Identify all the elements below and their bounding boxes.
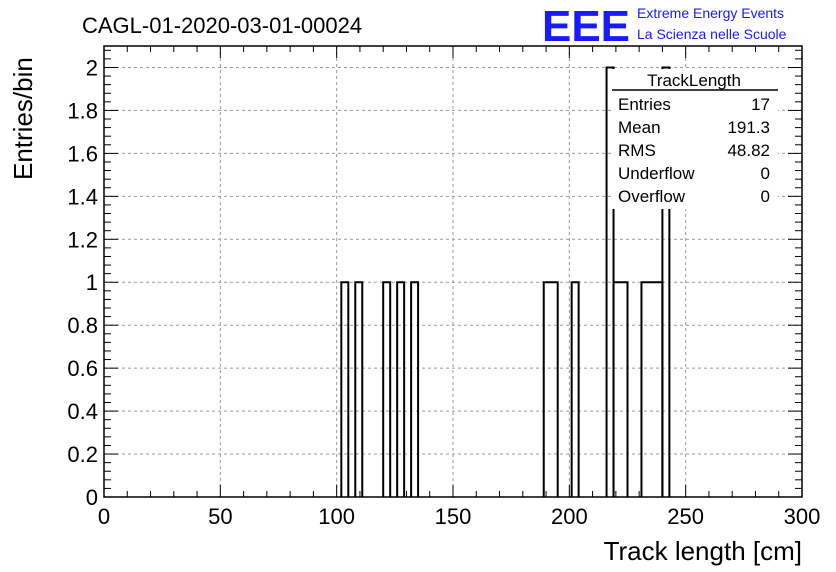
histogram-bin — [382, 281, 392, 497]
stats-row-value: 0 — [761, 164, 770, 183]
eee-logo-text: EEE — [542, 2, 630, 51]
stats-row-label: Overflow — [618, 187, 686, 206]
histogram-bin — [410, 281, 420, 497]
y-tick-label: 1.8 — [67, 98, 98, 123]
x-tick-label: 200 — [551, 504, 588, 529]
stats-box: TrackLength Entries 17 Mean 191.3 RMS 48.82 Un… — [612, 69, 778, 209]
histogram-bin — [570, 281, 580, 497]
logo-line-1: Extreme Energy Events — [637, 5, 784, 21]
stats-row-label: RMS — [618, 141, 656, 160]
x-tick-label: 150 — [435, 504, 472, 529]
y-tick-label: 0 — [86, 485, 98, 510]
y-tick-label: 1 — [86, 270, 98, 295]
histogram-bin — [542, 281, 559, 497]
x-tick-label: 50 — [208, 504, 232, 529]
chart-title: CAGL-01-2020-03-01-00024 — [82, 13, 362, 38]
stats-box-title: TrackLength — [647, 71, 741, 90]
y-tick-label: 0.6 — [67, 356, 98, 381]
tick-labels: 0 50 100 150 200 250 30000.20.40.60.811.21.41.… — [67, 55, 820, 529]
x-axis-label: Track length [cm] — [604, 536, 802, 566]
y-tick-label: 0.2 — [67, 442, 98, 467]
x-tick-label: 250 — [667, 504, 704, 529]
stats-row-label: Entries — [618, 95, 671, 114]
histogram-bin — [640, 281, 664, 497]
histogram-bin — [612, 281, 629, 497]
y-tick-label: 2 — [86, 55, 98, 80]
stats-row-value: 17 — [751, 95, 770, 114]
histogram-bin — [340, 281, 350, 497]
stats-row-label: Underflow — [618, 164, 695, 183]
histogram-bin — [661, 66, 671, 497]
y-tick-label: 0.8 — [67, 313, 98, 338]
stats-box-background — [612, 69, 778, 209]
stats-row-value: 0 — [761, 187, 770, 206]
logo-line-2: La Scienza nelle Scuole — [637, 26, 787, 42]
eee-logo: EEE Extreme Energy Events La Scienza nel… — [542, 2, 787, 51]
y-tick-label: 0.4 — [67, 399, 98, 424]
grid-lines — [104, 46, 802, 497]
y-tick-label: 1.2 — [67, 227, 98, 252]
y-tick-label: 1.4 — [67, 184, 98, 209]
x-tick-label: 100 — [318, 504, 355, 529]
stats-box-rows: Entries 17 Mean 191.3 RMS 48.82 Underflow 0 Over… — [618, 95, 770, 206]
x-tick-label: 300 — [784, 504, 821, 529]
y-tick-label: 1.6 — [67, 141, 98, 166]
stats-row-label: Mean — [618, 118, 661, 137]
y-axis-label: Entries/bin — [8, 57, 38, 180]
histogram-bin — [396, 281, 406, 497]
x-tick-label: 0 — [98, 504, 110, 529]
stats-row-value: 48.82 — [727, 141, 770, 160]
histogram-series — [340, 66, 671, 497]
axis-ticks — [103, 46, 803, 498]
stats-row-value: 191.3 — [727, 118, 770, 137]
histogram-bin — [354, 281, 364, 497]
